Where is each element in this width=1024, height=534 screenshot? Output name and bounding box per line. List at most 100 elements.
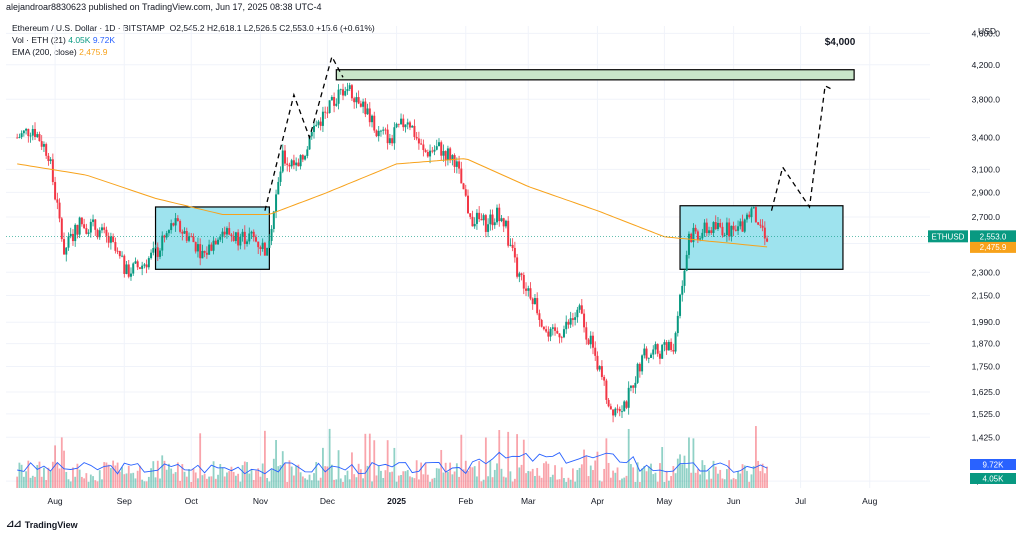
- candle: [136, 261, 139, 268]
- candle: [625, 401, 628, 408]
- volume-bar: [415, 460, 418, 488]
- volume-bar: [661, 447, 664, 488]
- volume-bar: [632, 467, 635, 488]
- volume-bar: [763, 473, 766, 488]
- volume-bar: [467, 470, 469, 488]
- publisher-bar: alejandroar8830623 published on TradingV…: [0, 0, 1024, 14]
- volume-bar: [275, 440, 277, 488]
- candle: [650, 354, 653, 358]
- volume-bar: [141, 479, 144, 488]
- volume-bar: [766, 466, 768, 488]
- target-label: $4,000: [825, 37, 856, 48]
- candle: [109, 236, 112, 243]
- x-tick-label: Aug: [862, 496, 877, 506]
- candle: [538, 313, 541, 320]
- volume-bar: [411, 477, 414, 488]
- candle: [641, 355, 644, 372]
- volume-bar: [127, 465, 130, 488]
- candle: [397, 123, 400, 125]
- volume-bar: [426, 474, 429, 488]
- volume-bar: [194, 472, 197, 488]
- candle: [719, 222, 722, 227]
- candle: [725, 222, 728, 236]
- candle: [275, 194, 278, 212]
- volume-bar: [685, 468, 688, 488]
- volume-bar: [344, 475, 347, 488]
- volume-bar: [442, 472, 445, 488]
- volume-bar: [98, 470, 101, 488]
- candle: [511, 244, 514, 248]
- volume-bar: [589, 465, 592, 488]
- candle: [45, 144, 48, 156]
- candle: [652, 349, 655, 355]
- volume-bar: [337, 450, 340, 488]
- volume-bar: [728, 460, 731, 488]
- candle: [366, 108, 369, 115]
- volume-bar: [616, 467, 619, 488]
- volume-bar: [654, 472, 657, 488]
- volume-bar: [308, 474, 311, 488]
- candle: [529, 288, 532, 299]
- publisher-text: alejandroar8830623 published on TradingV…: [6, 2, 322, 12]
- candle: [598, 366, 601, 370]
- volume-bar: [130, 473, 132, 488]
- currency-label: USD: [978, 26, 996, 36]
- candle: [480, 219, 483, 221]
- volume-bar: [580, 464, 583, 488]
- candle: [569, 318, 572, 325]
- volume-bar: [257, 468, 260, 488]
- candle: [357, 97, 360, 104]
- candle: [513, 247, 516, 258]
- volume-bar: [252, 479, 255, 488]
- volume-bar: [484, 437, 487, 488]
- candle: [252, 231, 255, 238]
- volume-bar: [525, 473, 527, 488]
- candle: [304, 155, 307, 160]
- volume-bar: [650, 463, 652, 488]
- candle: [76, 224, 79, 235]
- candle: [386, 129, 389, 144]
- candle: [621, 411, 623, 413]
- volume-bar: [618, 480, 621, 488]
- volume-bar: [109, 468, 112, 488]
- candle: [121, 255, 124, 257]
- candle: [268, 240, 271, 248]
- candle: [658, 353, 661, 359]
- volume-bar: [25, 471, 27, 488]
- volume-bar: [663, 481, 666, 488]
- candle: [422, 144, 425, 151]
- volume-bar: [221, 467, 224, 488]
- volume-bar: [598, 480, 601, 488]
- volume-bar: [741, 464, 744, 488]
- volume-bar: [540, 477, 543, 488]
- volume-bar: [353, 474, 356, 488]
- volume-bar: [732, 478, 735, 488]
- candle: [692, 227, 695, 243]
- candle: [225, 228, 228, 235]
- volume-bar: [607, 462, 610, 488]
- volume-bar: [228, 471, 231, 488]
- volume-bar: [734, 479, 737, 488]
- candle: [580, 305, 583, 314]
- volume-bar: [346, 470, 349, 488]
- candle: [721, 226, 724, 236]
- price-chart[interactable]: $4,0001,255.01,425.01,525.01,625.01,750.…: [0, 14, 1024, 512]
- candle: [353, 98, 356, 103]
- y-tick-label: 1,750.0: [972, 361, 1001, 371]
- candle: [308, 136, 311, 150]
- candle: [714, 222, 717, 230]
- volume-bar: [284, 463, 286, 488]
- volume-bar: [281, 451, 284, 488]
- candle: [654, 344, 657, 350]
- candle: [83, 224, 86, 229]
- volume-bar: [636, 462, 639, 488]
- volume-bar: [522, 439, 525, 488]
- candle: [147, 258, 150, 268]
- volume-bar: [478, 461, 481, 488]
- volume-bar: [721, 478, 724, 488]
- footer: ⊿⊿ TradingView: [6, 519, 78, 530]
- volume-bar: [266, 477, 269, 488]
- volume-bar: [261, 463, 264, 488]
- volume-bar: [429, 481, 431, 488]
- volume-bar: [382, 477, 385, 488]
